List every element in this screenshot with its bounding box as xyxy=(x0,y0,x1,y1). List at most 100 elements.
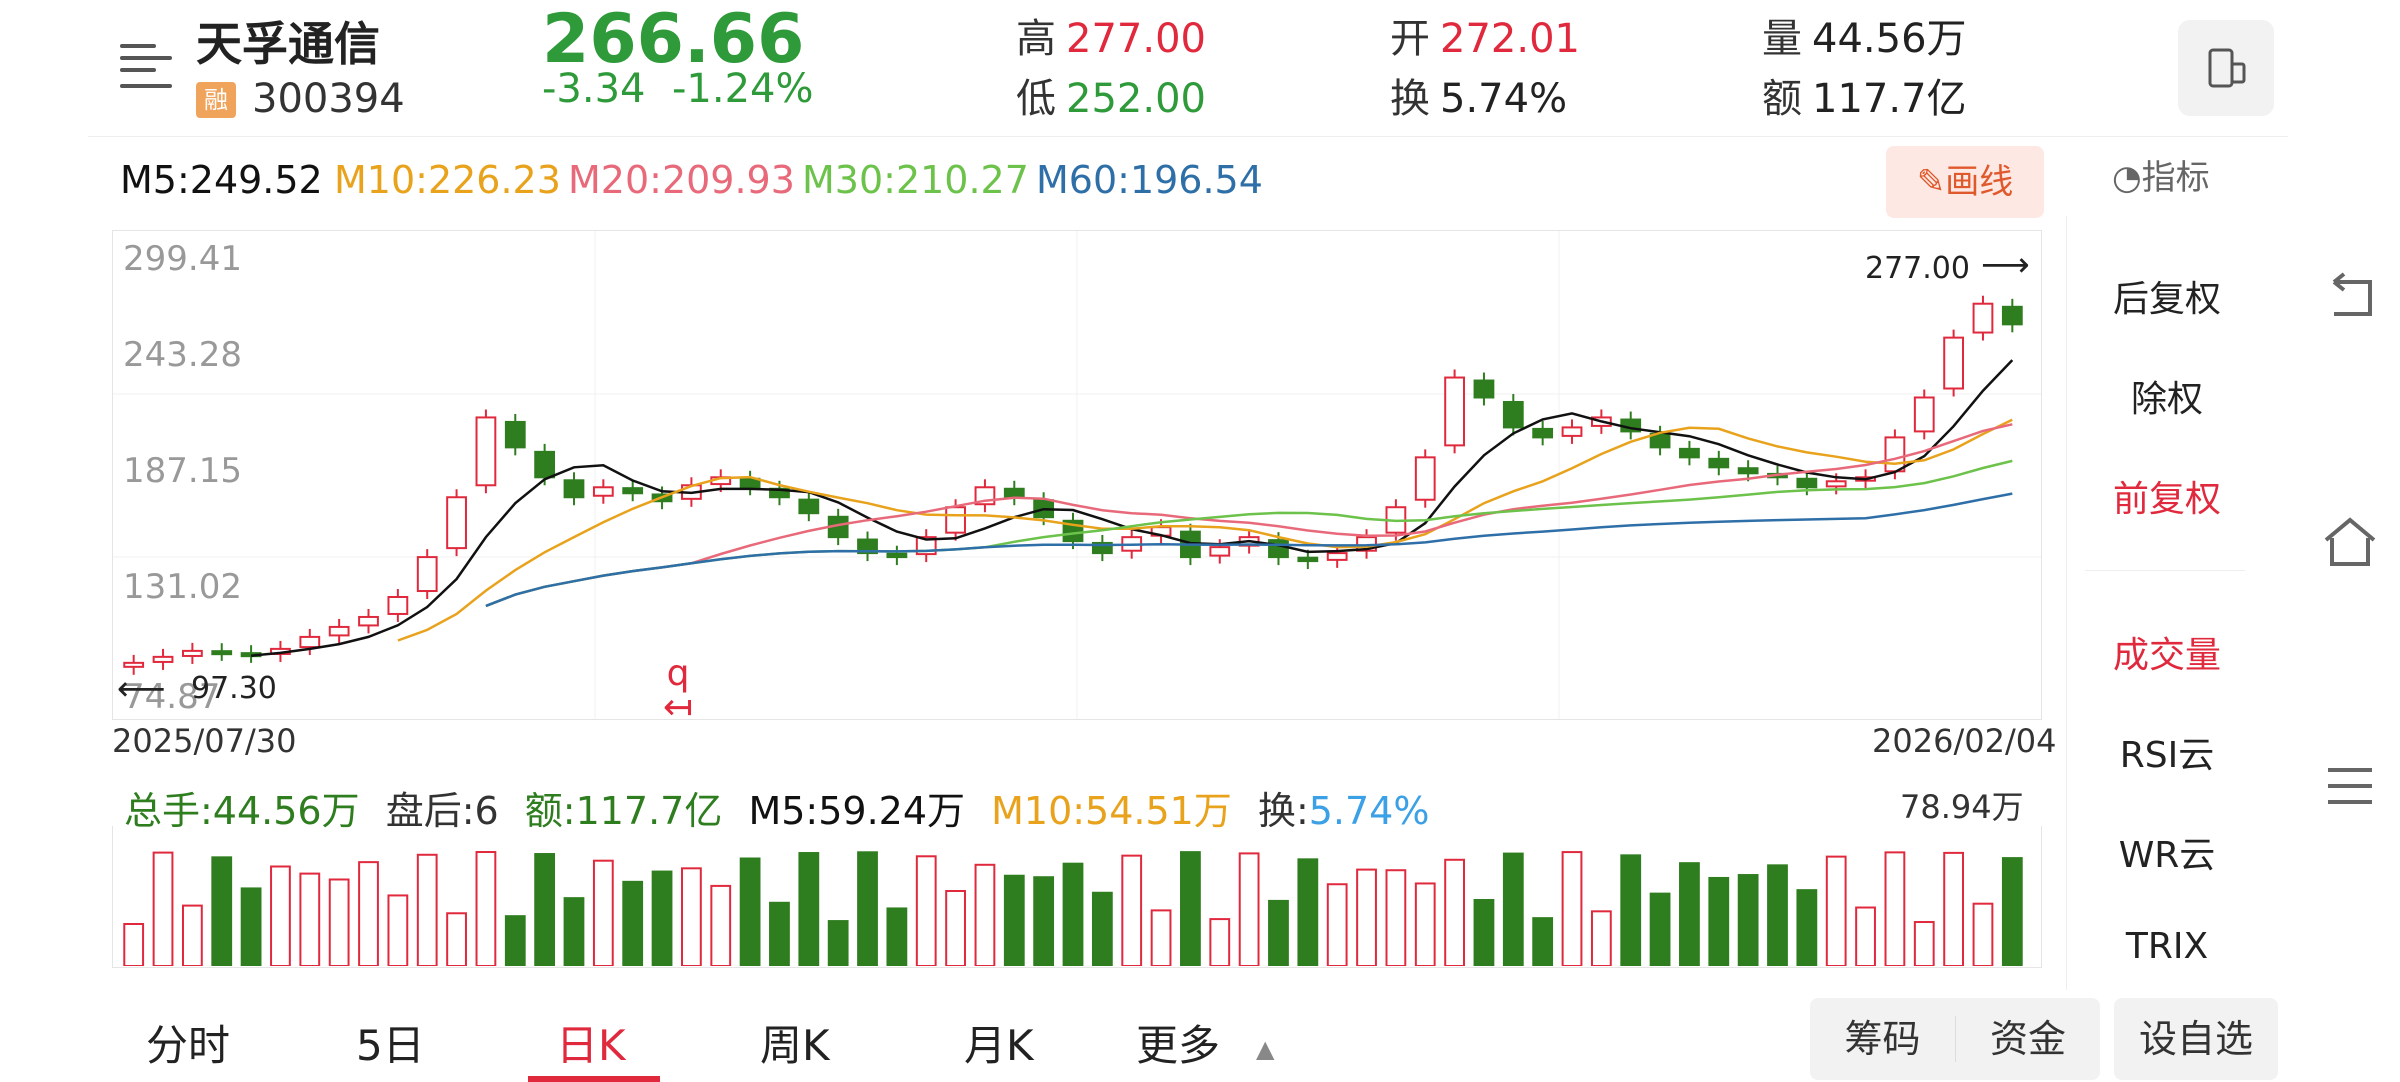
price-change: -3.34 xyxy=(542,66,646,112)
wr-indicator-button[interactable]: WR云 xyxy=(2118,835,2216,876)
candle-body xyxy=(387,596,409,615)
stock-name[interactable]: 天孚通信 xyxy=(196,17,380,71)
tab-weekly-k[interactable]: 周K xyxy=(760,1021,830,1070)
right-arrow-icon: ⟶ xyxy=(1981,245,2030,285)
turnover-label: 换 xyxy=(1390,76,1430,122)
candle-body xyxy=(1297,556,1319,563)
trix-indicator-button[interactable]: TRIX xyxy=(2125,926,2209,967)
funds-button[interactable]: 资金 xyxy=(1989,1017,2066,1061)
volume-bar xyxy=(681,867,702,966)
chips-funds-group: 筹码 资金 xyxy=(1810,998,2100,1080)
volume-bar xyxy=(328,878,350,966)
y-tick: 74.87 xyxy=(123,677,221,717)
ex-rights-button[interactable]: 除权 xyxy=(2130,379,2203,420)
tab-monthly-k[interactable]: 月K xyxy=(964,1021,1034,1070)
volume-bar xyxy=(1913,921,1935,966)
left-arrow-icon: ⟵ xyxy=(117,669,166,709)
return-arrow-icon: ↤ xyxy=(663,687,694,728)
indicator-label: 指标 xyxy=(2141,158,2210,198)
volume-bar xyxy=(1737,874,1759,966)
phone-rotate-icon xyxy=(2208,48,2246,88)
volume-value: 44.56万 xyxy=(1812,16,1967,62)
candle-body xyxy=(1825,480,1847,488)
menu-icon[interactable] xyxy=(120,40,172,90)
ma30-label: M30:210.27 xyxy=(802,158,1029,202)
volume-bar xyxy=(710,884,732,966)
volume-m5: M5:59.24万 xyxy=(748,789,966,833)
kline-chart[interactable]: 299.41 243.28 187.15 131.02 74.87 277.00… xyxy=(112,230,2042,726)
candle-body xyxy=(1913,396,1935,433)
adjust-backward-button[interactable]: 后复权 xyxy=(2112,279,2221,320)
candle-body xyxy=(123,661,145,668)
volume-bar xyxy=(1943,851,1965,966)
volume-chart[interactable] xyxy=(112,826,2042,968)
header-divider xyxy=(88,136,2288,137)
volume-bar xyxy=(504,915,526,966)
tab-intraday[interactable]: 分时 xyxy=(146,1021,231,1070)
volume-bar xyxy=(1796,889,1818,966)
candle-body xyxy=(739,477,761,489)
high-label: 高 xyxy=(1016,16,1056,62)
ma10-label: M10:226.23 xyxy=(334,158,561,202)
price-change-pct: -1.24% xyxy=(672,66,814,112)
volume-bar xyxy=(651,870,673,966)
turnover-stat: 换 5.74% xyxy=(1390,66,1567,124)
volume-bar xyxy=(1180,851,1201,966)
candle-body xyxy=(886,552,908,559)
volume-bar xyxy=(211,856,233,966)
adjust-forward-button[interactable]: 前复权 xyxy=(2112,479,2221,520)
volume-label: 量 xyxy=(1762,16,1802,62)
candle-body xyxy=(1796,477,1818,489)
amount-stat: 额 117.7亿 xyxy=(1762,66,1967,124)
volume-bar xyxy=(1972,902,1994,966)
back-icon[interactable] xyxy=(2320,268,2380,328)
tab-more[interactable]: 更多 ▲ xyxy=(1136,1012,1274,1073)
candle-body xyxy=(504,420,526,449)
landscape-toggle-button[interactable] xyxy=(2178,20,2274,116)
volume-bar xyxy=(827,920,849,966)
stock-code: 300394 xyxy=(252,76,405,122)
chips-button[interactable]: 筹码 xyxy=(1844,1017,1921,1061)
volume-svg xyxy=(123,851,2023,966)
ma60-label: M60:196.54 xyxy=(1036,158,1263,202)
recent-apps-icon[interactable] xyxy=(2320,756,2380,816)
candle-body xyxy=(1679,447,1700,459)
volume-bar xyxy=(358,861,379,966)
add-watchlist-button[interactable]: 设自选 xyxy=(2114,998,2278,1080)
y-tick: 243.28 xyxy=(123,335,242,375)
ma20-line xyxy=(485,423,2013,608)
tab-5day[interactable]: 5日 xyxy=(356,1021,425,1070)
volume-bar xyxy=(1649,892,1671,966)
volume-bar xyxy=(563,897,585,966)
volume-bar xyxy=(769,901,790,966)
candle-body xyxy=(798,498,820,515)
low-stat: 低 252.00 xyxy=(1016,66,1206,124)
volume-bar xyxy=(123,923,145,966)
min-price-marker: 97.30 xyxy=(191,671,277,706)
volume-indicator-button[interactable]: 成交量 xyxy=(2112,635,2221,676)
ma10-line xyxy=(397,418,2013,642)
volume-turnover-value: 5.74% xyxy=(1308,789,1430,833)
home-icon[interactable] xyxy=(2320,512,2380,572)
candle-body xyxy=(1737,467,1759,475)
volume-bar xyxy=(1121,854,1143,966)
max-price-marker: 277.00 xyxy=(1865,251,1970,286)
candle-body xyxy=(592,486,614,497)
volume-total: 总手:44.56万 xyxy=(124,789,360,833)
volume-bar xyxy=(1855,906,1876,966)
high-stat: 高 277.00 xyxy=(1016,6,1206,64)
candle-body xyxy=(1532,427,1554,439)
volume-bar xyxy=(1473,899,1495,966)
candle-body xyxy=(358,615,379,627)
volume-bar xyxy=(1414,882,1436,966)
volume-bar xyxy=(1326,883,1348,966)
volume-bar xyxy=(886,907,908,966)
indicator-button[interactable]: ◔指标 xyxy=(2112,150,2210,199)
rsi-indicator-button[interactable]: RSI云 xyxy=(2119,735,2215,776)
tab-daily-k[interactable]: 日K xyxy=(556,1021,626,1070)
volume-bar xyxy=(1679,862,1700,966)
button-divider xyxy=(1955,1016,1956,1062)
candle-body xyxy=(328,625,350,637)
volume-bar xyxy=(1209,918,1231,966)
draw-line-button[interactable]: ✎画线 xyxy=(1886,146,2044,218)
